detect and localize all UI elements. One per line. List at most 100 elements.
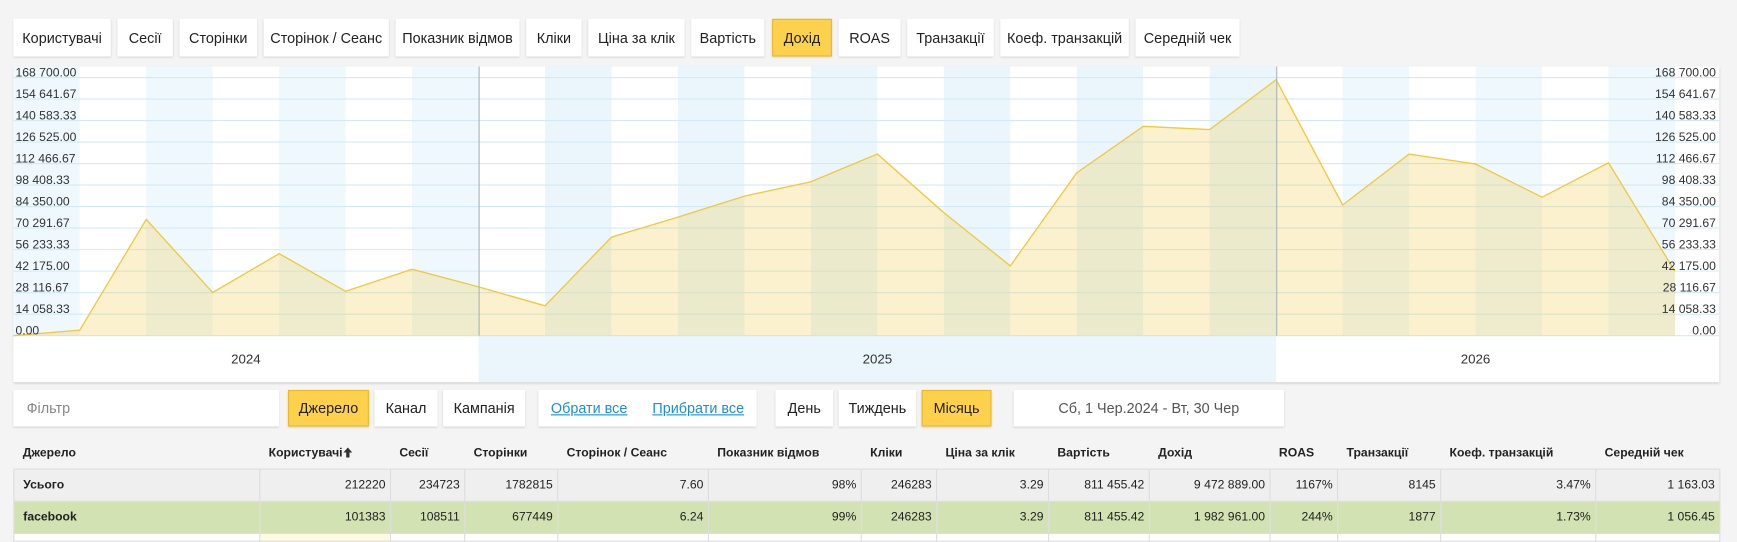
y2-tick-label: 168 700.00	[1655, 66, 1716, 79]
table-cell: 1167%	[1269, 468, 1339, 502]
column-header[interactable]: Ціна за клік	[936, 436, 1049, 470]
month-stripe	[1209, 66, 1277, 336]
tab[interactable]: Ціна за клік	[588, 18, 685, 57]
tab[interactable]: Середній чек	[1135, 18, 1240, 57]
column-header[interactable]: Користувачі	[259, 436, 391, 470]
tab[interactable]: Користувачі	[13, 18, 111, 57]
column-header[interactable]: Сторінок / Сеанс	[557, 436, 709, 470]
y2-tick-label: 14 058.33	[1662, 302, 1716, 316]
table-cell: 1.73%	[1440, 500, 1597, 534]
tab[interactable]: ROAS	[838, 18, 901, 57]
tab[interactable]: Коеф. транзакцій	[1000, 18, 1129, 57]
chart-panel: 0.00 0.00 14 058.33 14 058.33 28 116.67 28 11…	[13, 65, 1720, 383]
column-title: Джерело	[22, 445, 76, 460]
table-row: Усього 212220 234723 1782815 7.60 98% 246283 3.…	[13, 468, 1721, 502]
y-tick-label: 126 525.00	[16, 130, 77, 144]
tab[interactable]: Сторінки	[179, 18, 258, 57]
column-header[interactable]: Показник відмов	[708, 436, 862, 470]
y2-tick-label: 42 175.00	[1662, 259, 1716, 273]
column-header[interactable]: ROAS	[1270, 436, 1338, 470]
month-stripe	[810, 66, 878, 336]
y2-tick-label: 154 641.67	[1655, 87, 1716, 101]
column-title: Вартість	[1057, 445, 1110, 460]
table-cell: 246283	[860, 500, 938, 534]
table-cell: 811 455.42	[1047, 500, 1150, 534]
table-cell-empty	[389, 532, 466, 542]
year-label: 2025	[863, 352, 893, 367]
month-stripe	[1010, 66, 1077, 336]
tab[interactable]: Вартість	[691, 18, 765, 57]
y-tick-label: 42 175.00	[16, 259, 70, 273]
revenue-area	[13, 79, 1675, 336]
table-cell: Усього	[13, 468, 261, 502]
y2-tick-label: 28 116.67	[1663, 280, 1716, 294]
table-cell: 3.29	[936, 468, 1050, 502]
table-cell: 8145	[1337, 468, 1442, 502]
table-cell-empty	[464, 532, 559, 542]
table-row: facebook 101383 108511 677449 6.24 99% 246283 3…	[13, 500, 1721, 534]
table-cell-empty	[259, 532, 392, 542]
table-cell-empty	[557, 532, 709, 542]
y-tick-label: 56 233.33	[16, 237, 70, 251]
tab[interactable]: Показник відмов	[395, 18, 520, 57]
tab[interactable]: Дохід	[772, 18, 832, 57]
table-cell: 244%	[1269, 500, 1339, 534]
data-table: Джерело Користувачі Сесії Сторінки Сторінок …	[13, 436, 1721, 542]
tab[interactable]: Сторінок / Сеанс	[263, 18, 389, 57]
period-button[interactable]: Тиждень	[838, 389, 917, 427]
month-stripe	[279, 66, 346, 336]
column-header[interactable]: Джерело	[13, 436, 260, 470]
clear-all-link[interactable]: Прибрати все	[652, 399, 745, 417]
table-cell: 98%	[707, 468, 862, 502]
y-tick-label: 98 408.33	[16, 173, 70, 187]
table-cell: 1877	[1337, 500, 1442, 534]
table-cell: 811 455.42	[1047, 468, 1150, 502]
year-band	[478, 335, 1277, 383]
column-title: Сторінки	[473, 445, 528, 460]
column-header[interactable]: Транзакції	[1337, 436, 1441, 470]
column-header[interactable]: Вартість	[1048, 436, 1150, 470]
table-cell: 1 982 961.00	[1148, 500, 1271, 534]
table-cell-empty	[1047, 532, 1150, 542]
select-all-link[interactable]: Обрати все	[550, 399, 628, 417]
table-cell-empty	[936, 532, 1050, 542]
table-cell-empty	[1337, 532, 1442, 542]
table-cell: 1 056.45	[1595, 500, 1721, 534]
group-button[interactable]: Канал	[374, 389, 438, 427]
month-stripe	[744, 66, 811, 336]
y2-tick-label: 140 583.33	[1655, 108, 1716, 122]
month-stripe	[1076, 66, 1144, 336]
table-cell: 6.24	[557, 500, 709, 534]
column-header[interactable]: Середній чек	[1595, 436, 1720, 470]
column-header[interactable]: Кліки	[861, 436, 937, 470]
column-header[interactable]: Сторінки	[464, 436, 558, 470]
tab[interactable]: Сесії	[117, 18, 173, 57]
period-button[interactable]: Місяць	[921, 389, 992, 427]
table-cell-empty	[1595, 532, 1721, 542]
column-header[interactable]: Коеф. транзакцій	[1440, 436, 1596, 470]
month-stripe	[79, 66, 147, 336]
year-label: 2026	[1461, 352, 1491, 367]
table-cell-empty	[1440, 532, 1597, 542]
table-cell: 234723	[389, 468, 466, 502]
month-stripe	[1143, 66, 1210, 336]
group-button[interactable]: Джерело	[288, 389, 369, 427]
group-button[interactable]: Кампанія	[443, 389, 526, 427]
filter-input[interactable]: Фільтр	[13, 389, 280, 427]
table-cell: 7.60	[557, 468, 709, 502]
column-header[interactable]: Дохід	[1149, 436, 1271, 470]
table-cell: 1 163.03	[1595, 468, 1721, 502]
table-cell: 1782815	[464, 468, 559, 502]
column-header[interactable]: Сесії	[390, 436, 465, 470]
month-stripe	[1542, 66, 1609, 336]
period-button[interactable]: День	[775, 389, 834, 427]
month-stripe	[677, 66, 745, 336]
table-cell-empty	[707, 532, 862, 542]
tab[interactable]: Кліки	[526, 18, 582, 57]
date-range[interactable]: Сб, 1 Чер.2024 - Вт, 30 Чер	[1013, 389, 1284, 427]
tab[interactable]: Транзакції	[907, 18, 994, 57]
column-title: Коеф. транзакцій	[1449, 445, 1554, 460]
table-cell: 3.47%	[1440, 468, 1597, 502]
y2-tick-label: 126 525.00	[1655, 130, 1716, 144]
